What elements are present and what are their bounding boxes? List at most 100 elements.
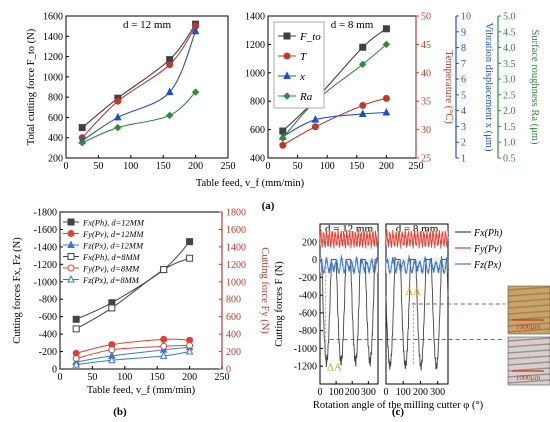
micrograph-frame xyxy=(507,336,550,386)
legend-marker xyxy=(67,253,75,260)
right-axis-tick-label: 8 xyxy=(461,43,466,54)
y-tick-label: -1000 xyxy=(294,344,317,355)
micrograph-texture xyxy=(507,292,550,297)
right-axis-tick-label: 5 xyxy=(461,90,466,101)
right-axis-tick-label: 6 xyxy=(461,75,466,86)
y-tick-label: -1200 xyxy=(34,260,57,271)
right-axis-tick-label: 30 xyxy=(421,125,431,136)
data-point xyxy=(186,238,194,246)
right-axis-tick-label: 10 xyxy=(461,12,471,23)
legend-label: Fy(Pv) xyxy=(473,244,502,255)
right-y-tick-label: 0 xyxy=(226,365,231,376)
fx-trace xyxy=(320,259,378,368)
micrograph-texture xyxy=(507,355,550,360)
micrograph-texture xyxy=(507,328,550,333)
data-point xyxy=(165,87,174,96)
y-axis-label: Cutting forces F (N) xyxy=(274,261,285,347)
x-tick-label: 100 xyxy=(117,372,132,383)
chart-title: d = 12 mm xyxy=(123,19,172,31)
y-tick-label: 1400 xyxy=(43,32,63,43)
data-point xyxy=(191,88,200,96)
y-tick-label: 600 xyxy=(48,113,63,124)
y-tick-label: 1400 xyxy=(245,12,265,23)
right-axis-tick-label: 3.0 xyxy=(503,75,516,86)
chart-b: 0 50 100 150 200 2500-200-400-600-800-1000-12… xyxy=(12,208,270,397)
legend-marker xyxy=(67,230,75,237)
right-axis-tick-label: 4.5 xyxy=(503,27,516,38)
y-tick-label: -200 xyxy=(299,273,317,284)
right-axis-tick-label: 0.5 xyxy=(503,154,516,165)
micrograph-insets: 1000μm 1000μm xyxy=(507,285,550,386)
scale-bar-label: 1000μm xyxy=(516,322,541,331)
delta-a-label: ΔA xyxy=(406,286,421,298)
y-tick-label: 400 xyxy=(48,133,63,144)
legend-label: F_to xyxy=(299,31,321,43)
right-axis-tick-label: 40 xyxy=(421,68,431,79)
series-line xyxy=(76,338,190,354)
y-tick-label: -1200 xyxy=(294,362,317,373)
data-point xyxy=(382,25,390,33)
micrograph-texture xyxy=(507,361,550,366)
x-tick-label: 0 xyxy=(58,372,63,383)
panel-label-a: (a) xyxy=(262,200,275,212)
data-point xyxy=(72,360,81,368)
series-line xyxy=(81,23,197,128)
x-tick-label: 200 xyxy=(345,387,360,398)
data-point xyxy=(279,141,287,149)
y-axis-label: Cutting forces Fx, Fz (N) xyxy=(12,237,23,344)
legend-marker xyxy=(283,92,291,100)
data-point xyxy=(185,346,194,355)
data-point xyxy=(165,111,174,120)
x-axis-label: Rotation angle of the milling cutter φ (… xyxy=(313,400,484,411)
y-tick-label: -1000 xyxy=(34,277,57,288)
x-tick-label: 150 xyxy=(349,161,364,172)
micrograph-texture xyxy=(507,298,550,303)
series-line xyxy=(81,25,197,139)
x-tick-label: 50 xyxy=(293,161,303,172)
x-tick-label: 0 xyxy=(266,161,271,172)
chart-title: d = 8 mm xyxy=(331,19,374,31)
data-point xyxy=(160,266,168,274)
data-point xyxy=(114,123,122,132)
series-line xyxy=(81,91,196,144)
right-axis-tick-label: 7 xyxy=(461,59,466,70)
x-tick-label: 200 xyxy=(188,161,203,172)
right-y-tick-label: 600 xyxy=(226,312,241,323)
y-tick-label: -1800 xyxy=(34,208,57,219)
micrograph-texture xyxy=(507,286,550,291)
data-point xyxy=(359,60,367,68)
x-tick-label: 0 xyxy=(318,387,323,398)
series-line xyxy=(76,344,190,360)
right-axis-tick-label: 4 xyxy=(461,106,466,117)
fx-trace xyxy=(385,256,449,371)
legend-marker xyxy=(283,71,291,79)
y-tick-label: 1000 xyxy=(43,72,63,83)
y-tick-label: -400 xyxy=(39,330,57,341)
panel-label-c: (c) xyxy=(392,406,405,418)
right-axis-tick-label: 2 xyxy=(461,138,466,149)
y-axis-label: Total cutting force F_to (N) xyxy=(26,28,37,145)
micrograph-texture xyxy=(507,373,550,378)
legend-marker xyxy=(283,52,291,60)
x-tick-label: 200 xyxy=(413,387,428,398)
micrograph-texture xyxy=(507,322,550,327)
right-axis-tick-label: 5.0 xyxy=(503,12,516,23)
data-point xyxy=(72,325,80,333)
y-tick-label: 1200 xyxy=(43,52,63,63)
legend-label: T xyxy=(300,51,307,63)
data-point xyxy=(78,139,86,147)
data-point xyxy=(159,351,168,359)
x-tick-label: 0 xyxy=(64,161,69,172)
right-axis-tick-label: 2.0 xyxy=(503,106,516,117)
series-line xyxy=(282,43,387,139)
legend-marker xyxy=(67,274,75,283)
legend-label: x xyxy=(299,71,305,83)
y-tick-label: 0 xyxy=(52,365,57,376)
series-line xyxy=(76,351,190,366)
y-tick-label: -600 xyxy=(39,312,57,323)
micrograph-texture xyxy=(507,349,550,354)
legend-marker xyxy=(67,264,75,272)
micrograph-texture xyxy=(507,304,550,309)
legend-label: Fy(Pv), d=12MM xyxy=(82,229,144,239)
legend-label: Fx(Ph), d=12MM xyxy=(82,218,145,228)
